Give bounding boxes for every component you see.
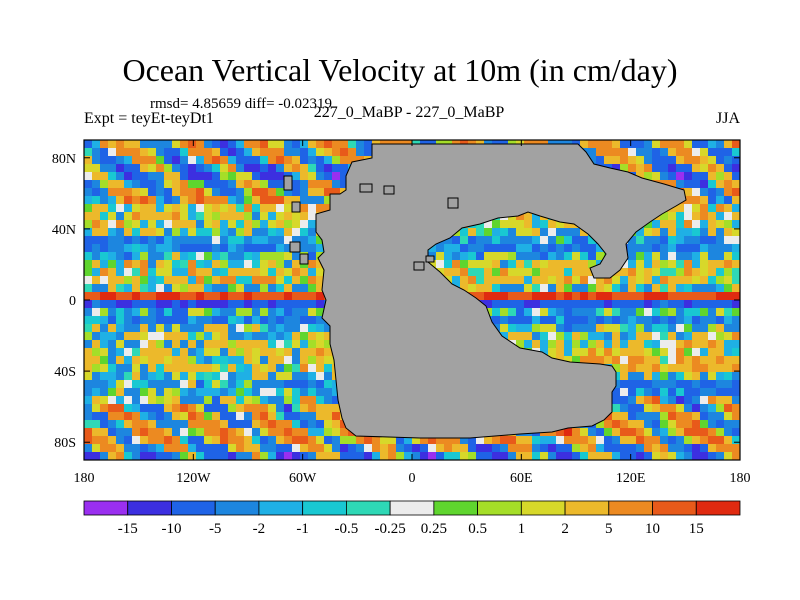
colorbar-swatch [695,500,741,516]
colorbar-swatch [127,500,172,516]
map-plot-area [84,140,740,460]
y-tick-label: 40S [54,365,76,380]
colorbar-label: -0.5 [335,521,359,537]
colorbar-swatch [345,500,391,516]
colorbar-swatch [433,500,478,516]
island [447,197,459,209]
y-tick-label: 80N [52,152,76,167]
island [383,185,395,195]
colorbar-swatch [564,500,610,516]
colorbar-label: 10 [645,521,660,537]
colorbar-swatch [83,500,129,516]
x-tick-label: 120W [176,471,211,486]
x-tick-label: 60W [289,471,317,486]
y-tick-label: 0 [69,294,76,309]
colorbar-swatch [389,500,435,516]
colorbar-label: 2 [561,521,569,537]
colorbar-label: -15 [118,521,138,537]
colorbar-swatch [258,500,304,516]
x-tick-label: 180 [730,471,751,486]
colorbar-label: 5 [605,521,613,537]
colorbar-swatch [477,500,522,516]
colorbar: -15 -10 -5 -2 -1 -0.5 -0.25 0.25 0.5 1 2 5 10 15 [83,500,741,537]
colorbar-swatch [171,500,216,516]
colorbar-label: 15 [689,521,704,537]
island [289,241,301,253]
colorbar-swatch [608,500,653,516]
rmsd-diff-stats: rmsd= 4.85659 diff= -0.02319 [150,96,333,112]
colorbar-label: -5 [209,521,222,537]
y-tick-label: 80S [54,436,76,451]
x-tick-label: 120E [616,471,646,486]
colorbar-label: 0.5 [468,521,487,537]
colorbar-swatch [520,500,566,516]
x-tick-label: 180 [74,471,95,486]
island [283,175,293,191]
colorbar-swatch [652,500,697,516]
continent-landmass [315,143,687,439]
colorbar-label: -10 [161,521,181,537]
period-label: 227_0_MaBP - 227_0_MaBP [313,104,505,121]
island [425,255,435,263]
colorbar-label: -1 [296,521,309,537]
colorbar-swatch [214,500,260,516]
x-tick-label: 0 [409,471,416,486]
x-tick-label: 60E [510,471,533,486]
velocity-field [84,140,740,460]
island [413,261,425,271]
colorbar-label: -0.25 [375,521,406,537]
y-tick-label: 40N [52,223,76,238]
colorbar-label: -2 [253,521,266,537]
colorbar-swatch [302,500,347,516]
island [291,201,301,213]
chart-title: Ocean Vertical Velocity at 10m (in cm/da… [122,52,678,88]
island [359,183,373,193]
colorbar-label: 1 [518,521,526,537]
colorbar-label: 0.25 [421,521,447,537]
island [299,253,309,265]
experiment-label: Expt = teyEt-teyDt1 [84,110,214,127]
season-label: JJA [715,110,740,127]
map-axes: 180 120W 60W 0 60E 120E 180 80N 40N 0 40S 80S [52,139,751,486]
